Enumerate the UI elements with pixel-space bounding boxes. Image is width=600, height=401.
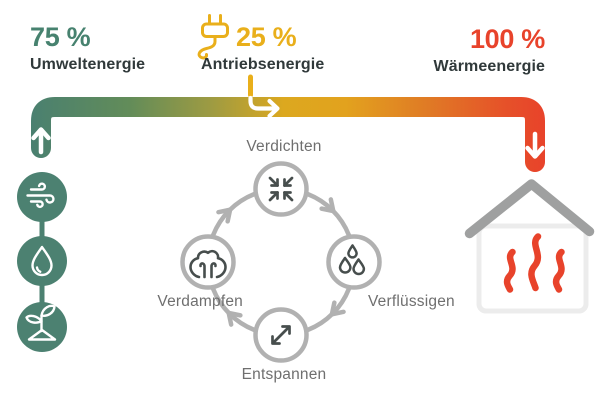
steam-cloud-icon xyxy=(189,249,227,279)
compress-arrows-icon xyxy=(268,176,294,202)
arrow-up-icon xyxy=(31,127,51,155)
elbow-arrow-right-icon xyxy=(248,95,280,119)
cycle-node-condense xyxy=(326,234,382,290)
plug-icon xyxy=(197,14,229,60)
cycle-arrow-icon xyxy=(226,310,243,327)
heat-energy-label: Wärmeenergie xyxy=(433,58,545,75)
cycle-label-expand: Entspannen xyxy=(241,366,327,383)
environment-energy-label: Umweltenergie xyxy=(30,56,146,73)
expand-arrows-icon xyxy=(271,325,291,345)
environment-sources xyxy=(17,172,67,352)
house-roof xyxy=(464,179,595,239)
cycle-label-condense: Verflüssigen xyxy=(368,293,455,310)
water-droplet-icon xyxy=(31,245,53,277)
cycle-node-evaporate xyxy=(180,234,236,290)
cycle-label-compress: Verdichten xyxy=(246,138,322,155)
heat-waves-icon xyxy=(503,233,565,293)
cycle-arrow-icon xyxy=(329,300,346,317)
wind-icon xyxy=(26,182,55,209)
refrigerant-cycle xyxy=(180,161,382,363)
cycle-arrow-icon xyxy=(216,207,233,224)
cycle-node-compress xyxy=(253,161,309,217)
environment-energy-percent: 75 % xyxy=(30,22,91,52)
water-drops-icon xyxy=(338,244,366,276)
energy-flow-pipe xyxy=(31,97,545,172)
water-source-circle xyxy=(17,236,67,286)
heat-energy-percent: 100 % xyxy=(469,24,545,54)
cycle-label-evaporate: Verdampfen xyxy=(157,293,243,310)
drive-energy-percent: 25 % xyxy=(236,22,297,52)
house-icon xyxy=(464,179,595,314)
drive-energy-label: Antriebsenergie xyxy=(201,56,325,73)
cycle-arrow-icon xyxy=(319,197,336,214)
arrow-down-icon xyxy=(525,131,545,159)
seedling-icon xyxy=(25,304,57,341)
air-source-circle xyxy=(17,172,67,222)
